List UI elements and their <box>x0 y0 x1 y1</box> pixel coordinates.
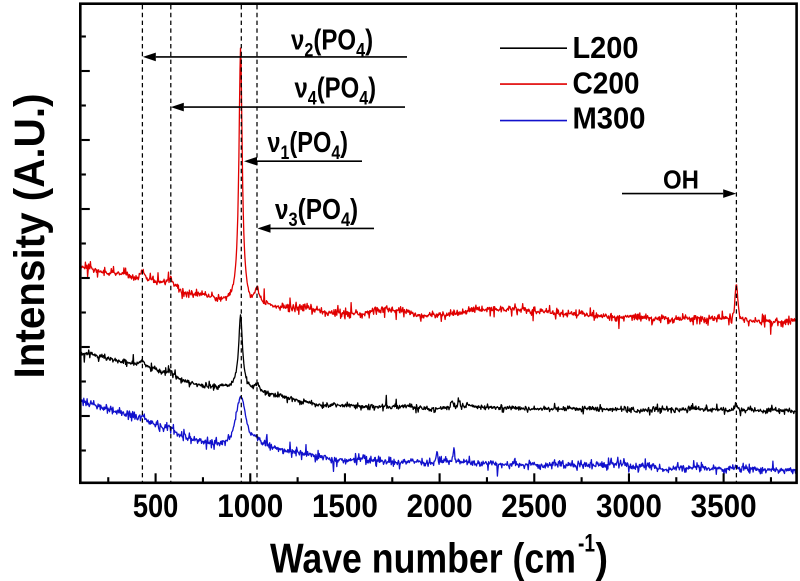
svg-text:OH: OH <box>663 165 699 195</box>
svg-text:L200: L200 <box>573 31 639 65</box>
svg-text:M300: M300 <box>573 102 646 136</box>
svg-text:2500: 2500 <box>501 488 567 524</box>
svg-text:-1: -1 <box>578 530 595 558</box>
svg-text:C200: C200 <box>573 67 640 101</box>
svg-text:2000: 2000 <box>407 488 473 524</box>
svg-text:1000: 1000 <box>217 488 283 524</box>
svg-text:Intensity (A.U.): Intensity (A.U.) <box>6 94 54 379</box>
svg-text:3000: 3000 <box>596 488 662 524</box>
svg-text:Wave number (cm: Wave number (cm <box>270 535 576 581</box>
svg-text:1500: 1500 <box>312 488 378 524</box>
svg-text:500: 500 <box>133 488 179 524</box>
svg-text:3500: 3500 <box>691 488 757 524</box>
svg-text:): ) <box>596 535 609 581</box>
